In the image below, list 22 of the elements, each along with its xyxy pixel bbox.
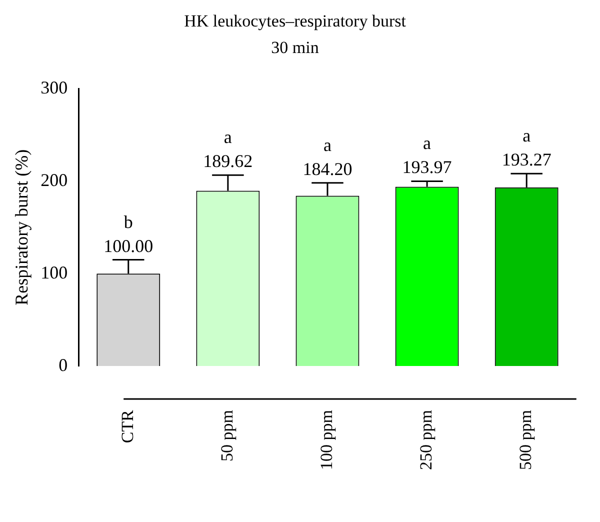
data-label: 184.20	[302, 158, 352, 179]
annotation: a	[423, 133, 432, 154]
data-label: 193.27	[502, 150, 552, 170]
y-tick-label: 300	[40, 78, 68, 98]
annotation: a	[224, 127, 232, 148]
data-label: 193.97	[402, 157, 452, 178]
x-tick-label: 250 ppm	[416, 410, 436, 470]
y-axis-title: Respiratory burst (%)	[12, 149, 32, 306]
chart-subtitle: 30 min	[271, 38, 320, 58]
y-tick-label: 0	[58, 354, 68, 375]
y-tick-label: 100	[40, 262, 68, 282]
data-label: 100.00	[104, 236, 154, 256]
x-tick-label: CTR	[118, 409, 137, 444]
y-tick-label: 200	[40, 170, 68, 190]
data-label: 189.62	[203, 151, 253, 172]
x-tick-label: 50 ppm	[217, 410, 236, 462]
chart-title: HK leukocytes–respiratory burst	[184, 12, 406, 31]
x-tick-label: 100 ppm	[316, 410, 336, 470]
annotation: a	[522, 126, 531, 146]
x-tick-label: 500 ppm	[516, 410, 536, 470]
annotation: a	[323, 134, 332, 155]
annotation: b	[124, 212, 133, 232]
